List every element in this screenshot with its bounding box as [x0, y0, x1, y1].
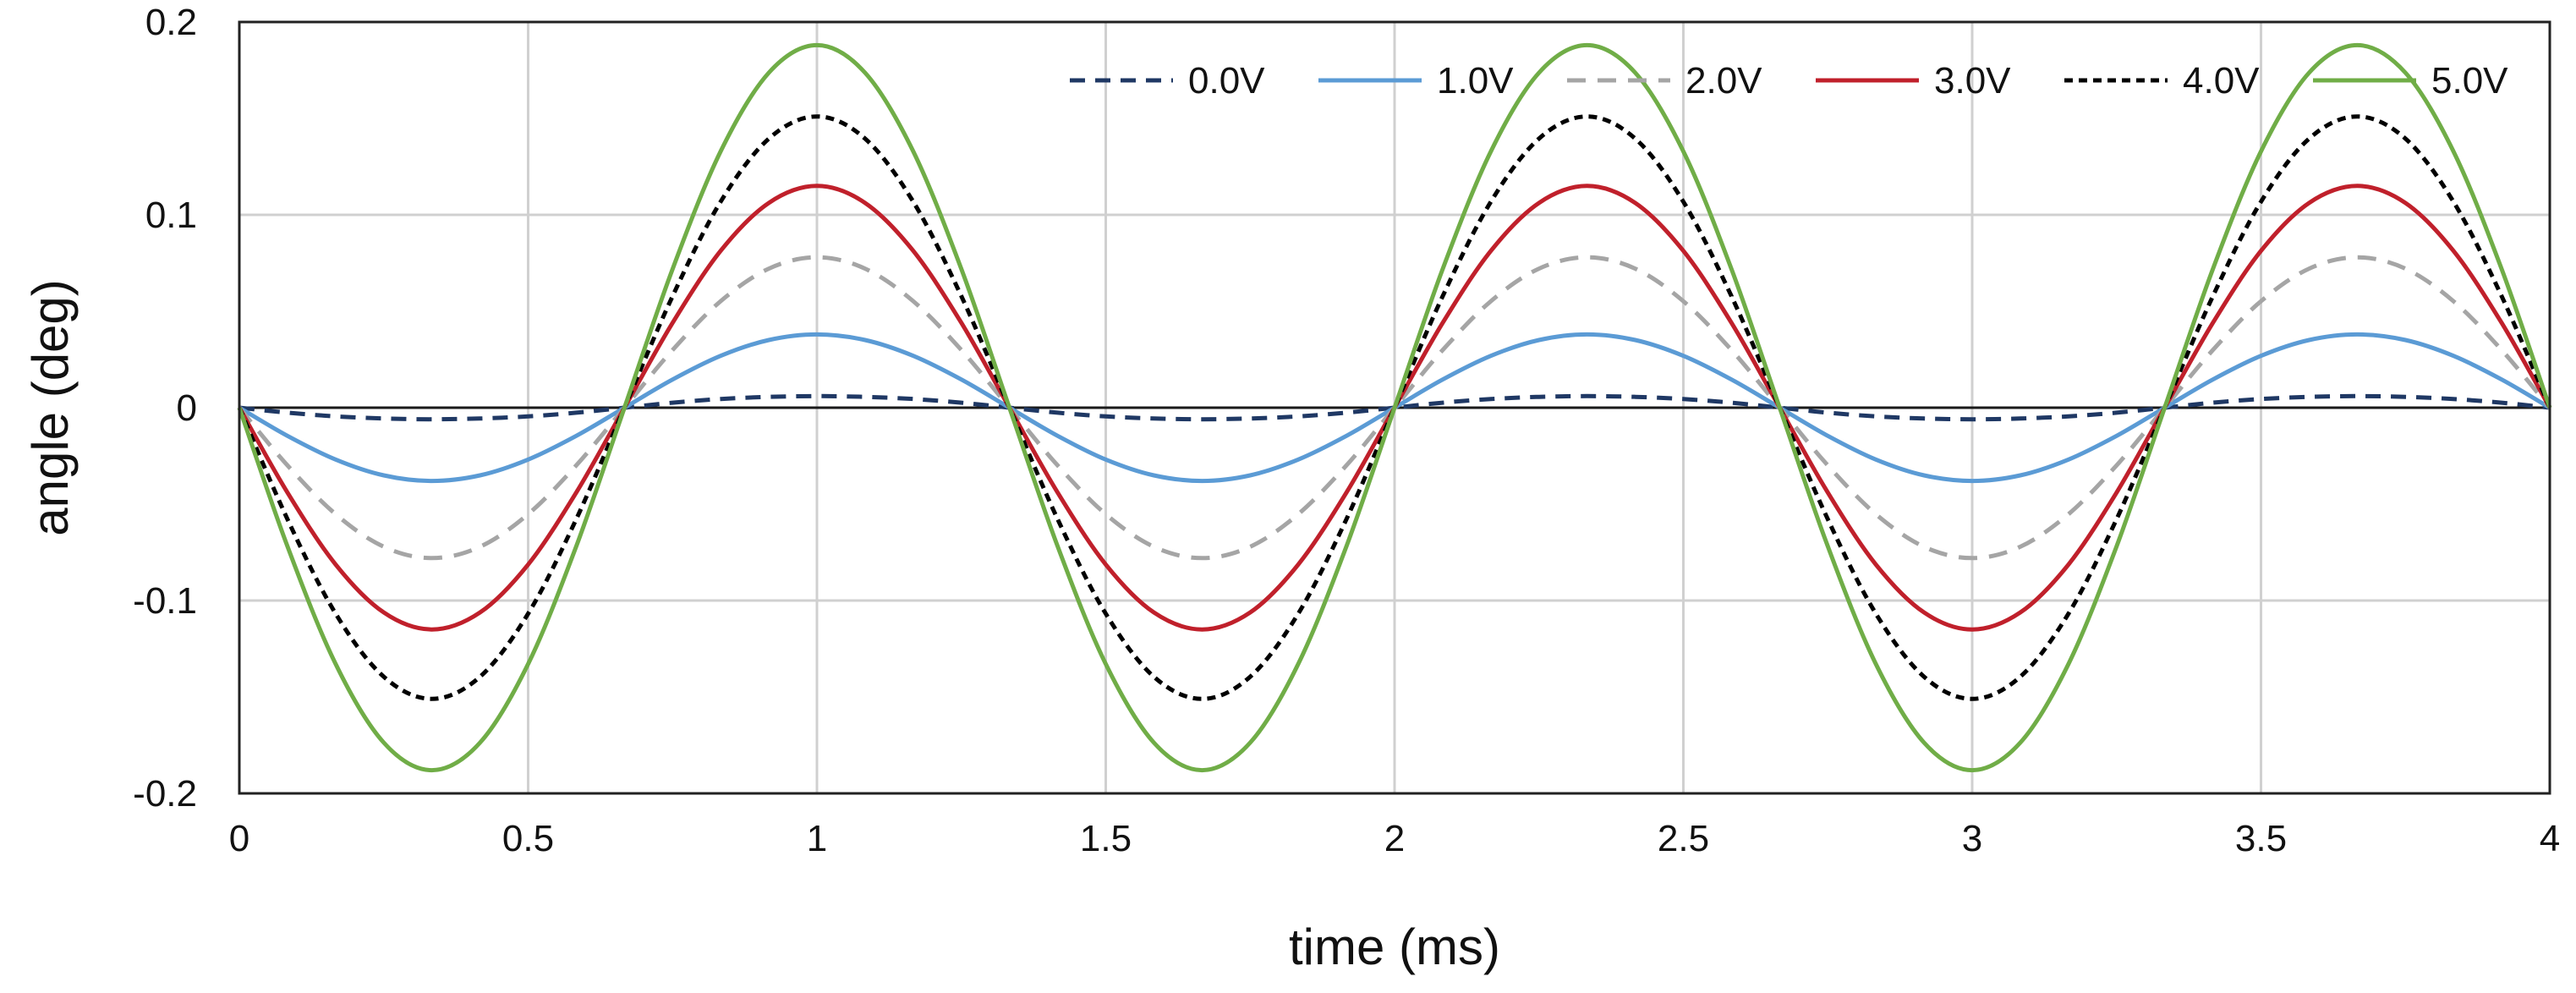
legend-label: 4.0V: [2183, 60, 2260, 101]
plot-area-border: [238, 20, 2551, 795]
x-tick-label: 2.5: [1658, 818, 1709, 859]
y-axis-ticks: 0.2 0.1 0 -0.1 -0.2: [133, 2, 197, 815]
x-axis-title: time (ms): [1289, 919, 1500, 975]
x-tick-label: 2: [1384, 818, 1405, 859]
legend-item-1-0v: 1.0V: [1318, 60, 1514, 101]
legend-item-3-0v: 3.0V: [1816, 60, 2011, 101]
legend-label: 5.0V: [2431, 60, 2508, 101]
x-tick-label: 1.5: [1080, 818, 1132, 859]
series-line-5-0v: [237, 42, 2552, 773]
x-tick-label: 4: [2540, 818, 2560, 859]
y-tick-label: 0.1: [145, 195, 197, 236]
x-tick-label: 0: [229, 818, 249, 859]
y-axis-title: angle (deg): [22, 279, 79, 536]
legend: 0.0V 1.0V 2.0V 3.0V 4.0V 5.0V: [1070, 60, 2508, 101]
legend-item-2-0v: 2.0V: [1567, 60, 1762, 101]
x-tick-label: 0.5: [502, 818, 554, 859]
x-axis-ticks: 0 0.5 1 1.5 2 2.5 3 3.5 4: [229, 818, 2560, 859]
series-layer: [237, 42, 2552, 773]
y-tick-label: -0.1: [133, 580, 197, 622]
x-tick-label: 3: [1962, 818, 1982, 859]
legend-label: 2.0V: [1685, 60, 1762, 101]
y-tick-label: -0.2: [133, 773, 197, 815]
legend-item-4-0v: 4.0V: [2064, 60, 2260, 101]
y-tick-label: 0.2: [145, 2, 197, 43]
legend-item-5-0v: 5.0V: [2313, 60, 2508, 101]
legend-label: 1.0V: [1437, 60, 1514, 101]
x-tick-label: 1: [807, 818, 827, 859]
legend-label: 0.0V: [1188, 60, 1265, 101]
legend-item-0-0v: 0.0V: [1070, 60, 1265, 101]
x-tick-label: 3.5: [2235, 818, 2287, 859]
y-tick-label: 0: [177, 387, 197, 429]
legend-label: 3.0V: [1934, 60, 2011, 101]
